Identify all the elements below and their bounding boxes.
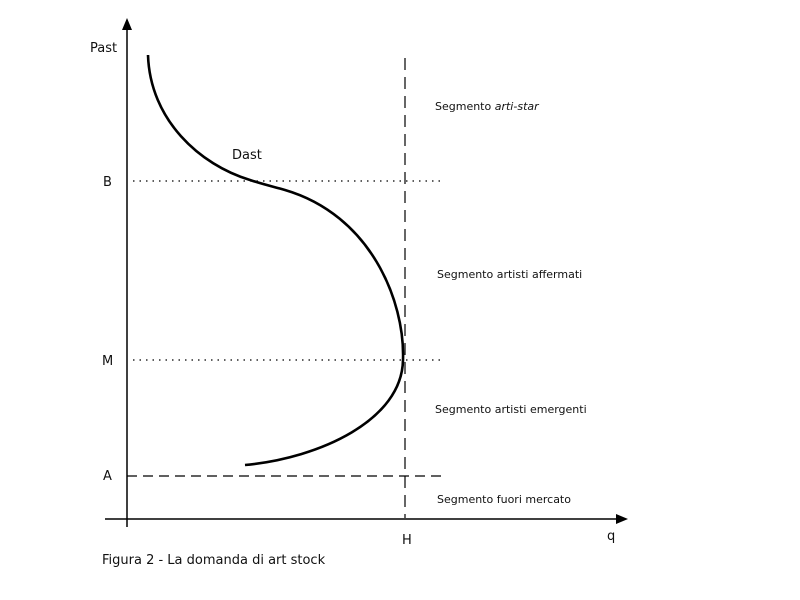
caption: Figura 2 - La domanda di art stock <box>102 553 326 568</box>
level-label: A <box>103 469 112 484</box>
x-label: q <box>607 529 615 544</box>
segment-label: Segmento arti-star <box>435 100 540 113</box>
y-arrow <box>122 18 132 30</box>
segment-label: Segmento artisti affermati <box>437 268 582 281</box>
level-label: B <box>103 175 112 190</box>
y-label: Past <box>90 41 117 56</box>
level-label: M <box>102 354 113 369</box>
segment-emphasis: arti-star <box>495 100 540 113</box>
x-arrow <box>616 514 628 524</box>
curve-label: Dast <box>232 148 262 163</box>
segment-text: Segmento <box>435 100 492 113</box>
demand-curve <box>146 54 405 467</box>
segment-label: Segmento artisti emergenti <box>435 403 587 416</box>
quantity-label: H <box>402 533 412 548</box>
segment-label: Segmento fuori mercato <box>437 493 571 506</box>
